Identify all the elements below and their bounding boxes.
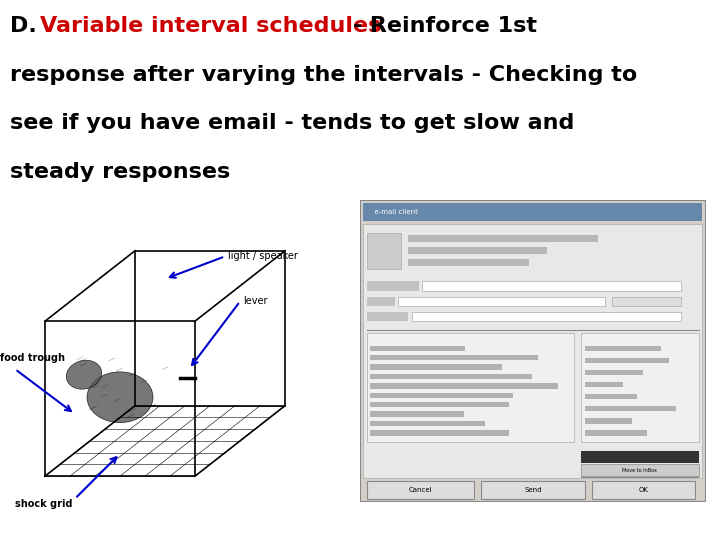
Ellipse shape bbox=[66, 360, 102, 389]
Bar bbox=[585, 418, 632, 423]
Bar bbox=[581, 451, 698, 463]
Text: e-mail client: e-mail client bbox=[370, 209, 418, 215]
Bar bbox=[370, 374, 532, 379]
Text: lever: lever bbox=[243, 296, 268, 307]
Bar bbox=[370, 383, 558, 389]
Bar bbox=[408, 247, 546, 254]
Bar bbox=[585, 382, 624, 387]
Bar bbox=[367, 312, 408, 321]
Bar bbox=[367, 233, 402, 269]
Bar bbox=[370, 421, 485, 426]
Text: steady responses: steady responses bbox=[9, 162, 230, 182]
Ellipse shape bbox=[87, 372, 153, 423]
Text: OK: OK bbox=[639, 487, 648, 493]
Bar bbox=[367, 281, 419, 291]
Text: see if you have email - tends to get slow and: see if you have email - tends to get slo… bbox=[9, 113, 574, 133]
Bar bbox=[581, 477, 698, 478]
Text: shock grid: shock grid bbox=[15, 500, 73, 509]
Bar bbox=[581, 464, 698, 476]
Text: response after varying the intervals - Checking to: response after varying the intervals - C… bbox=[9, 65, 637, 85]
Bar bbox=[585, 346, 662, 351]
Bar bbox=[398, 296, 606, 306]
Bar bbox=[370, 411, 464, 417]
Bar bbox=[585, 394, 637, 400]
Bar bbox=[370, 402, 509, 408]
Bar bbox=[481, 481, 585, 499]
Bar bbox=[612, 296, 681, 306]
Bar bbox=[367, 481, 474, 499]
Text: Send: Send bbox=[524, 487, 541, 493]
Text: Move to InBox: Move to InBox bbox=[623, 468, 657, 473]
Bar bbox=[370, 393, 513, 398]
Bar bbox=[364, 203, 702, 221]
Text: - Reinforce 1st: - Reinforce 1st bbox=[345, 16, 537, 36]
Text: light / speaker: light / speaker bbox=[228, 252, 298, 261]
Bar bbox=[592, 481, 696, 499]
Bar bbox=[422, 281, 681, 291]
Bar bbox=[408, 259, 529, 266]
Bar bbox=[408, 234, 598, 242]
Bar bbox=[585, 370, 643, 375]
Text: Cancel: Cancel bbox=[409, 487, 432, 493]
Bar bbox=[370, 355, 538, 360]
Bar bbox=[585, 357, 669, 363]
Bar bbox=[367, 296, 395, 306]
Text: D.: D. bbox=[9, 16, 44, 36]
Bar bbox=[364, 224, 702, 478]
Text: food trough: food trough bbox=[0, 353, 65, 363]
Text: Variable interval schedules: Variable interval schedules bbox=[40, 16, 382, 36]
Bar bbox=[581, 333, 698, 442]
Bar bbox=[367, 333, 575, 442]
Bar bbox=[370, 346, 464, 351]
Bar bbox=[370, 430, 508, 436]
Bar bbox=[370, 364, 503, 370]
Bar bbox=[585, 430, 647, 436]
Bar bbox=[585, 406, 676, 411]
Bar bbox=[412, 312, 681, 321]
